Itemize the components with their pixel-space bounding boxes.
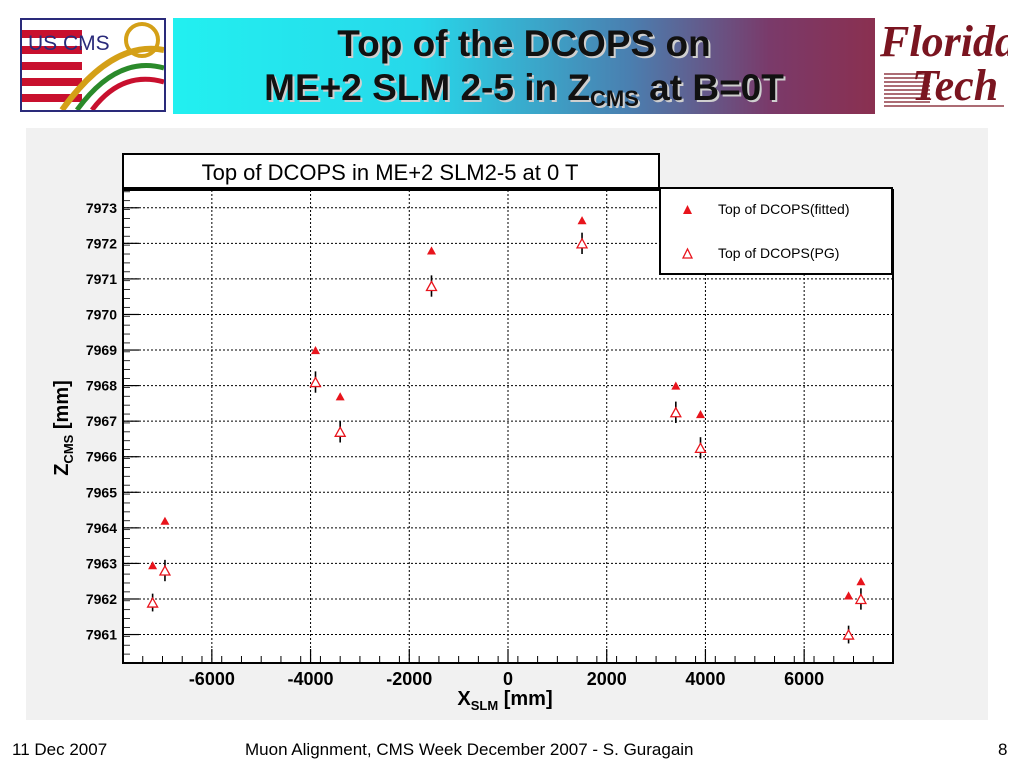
pg-point — [842, 628, 855, 640]
pg-point — [158, 564, 172, 576]
x-tick-label: -4000 — [288, 669, 334, 689]
y-tick-label: 7961 — [86, 627, 117, 643]
fitted-point — [160, 516, 170, 525]
x-tick-label: 2000 — [587, 669, 627, 689]
y-tick-label: 7969 — [86, 342, 117, 358]
y-tick-label: 7968 — [86, 378, 117, 394]
x-axis-label-sub: SLM — [471, 698, 498, 713]
logo-right-line1: Florida — [880, 18, 1008, 66]
y-tick-label: 7964 — [86, 520, 117, 536]
fitted-point — [335, 392, 345, 401]
x-tick-label: -2000 — [386, 669, 432, 689]
uscms-logo: US CMS — [20, 18, 166, 112]
pg-point — [575, 237, 589, 249]
legend-label-fitted: Top of DCOPS(fitted) — [718, 201, 850, 217]
pg-point — [334, 425, 347, 437]
footer-page-number: 8 — [998, 740, 1008, 759]
pg-point — [694, 441, 707, 453]
x-axis-label-unit: [mm] — [498, 688, 552, 710]
x-axis-label: XSLM [mm] — [457, 688, 552, 713]
pg-point — [669, 406, 682, 418]
tick-layer: -6000 -4000 -2000 0 2000 4000 6000 7961 7962 7963… — [86, 191, 894, 689]
uscms-logo-graphic: US CMS — [22, 20, 164, 110]
slide-title-line2: ME+2 SLM 2-5 in ZCMS at B=0T — [173, 66, 875, 121]
title-line2-pre: ME+2 SLM 2-5 in Z — [264, 67, 590, 108]
fitted-point — [577, 216, 587, 225]
legend-box — [659, 187, 893, 275]
slide-title-line1: Top of the DCOPS on — [337, 23, 711, 64]
y-tick-label: 7972 — [86, 235, 117, 251]
y-tick-label: 7973 — [86, 200, 117, 216]
logo-right-line2: Tech — [911, 61, 999, 110]
logo-left-text: US CMS — [28, 32, 110, 55]
title-banner: Top of the DCOPS on ME+2 SLM 2-5 in ZCMS… — [173, 18, 875, 114]
footer-center: Muon Alignment, CMS Week December 2007 -… — [245, 740, 694, 759]
y-tick-label: 7967 — [86, 413, 117, 429]
chart-title-box — [122, 153, 660, 189]
title-line2-sub: CMS — [590, 86, 639, 111]
x-tick-label: 4000 — [685, 669, 725, 689]
fitted-point — [148, 561, 158, 570]
pg-point — [854, 593, 868, 605]
fitted-point — [696, 410, 705, 419]
y-tick-label: 7965 — [86, 484, 117, 500]
y-axis-label-unit: [mm] — [51, 380, 73, 434]
pg-point — [309, 376, 322, 388]
y-tick-label: 7971 — [86, 271, 117, 287]
y-axis-label-main: Z — [51, 464, 73, 476]
y-tick-label: 7962 — [86, 591, 117, 607]
x-tick-label: 0 — [503, 669, 513, 689]
x-tick-label: 6000 — [784, 669, 824, 689]
footer-date: 11 Dec 2007 — [12, 740, 108, 759]
data-layer — [146, 216, 868, 644]
y-tick-label: 7966 — [86, 449, 117, 465]
legend-label-pg: Top of DCOPS(PG) — [718, 245, 839, 261]
y-tick-label: 7970 — [86, 306, 117, 322]
florida-tech-logo: Florida Tech — [880, 18, 1008, 112]
x-tick-label: -6000 — [189, 669, 235, 689]
fitted-point — [671, 381, 681, 390]
x-axis-label-main: X — [457, 688, 471, 710]
fitted-point — [426, 246, 436, 255]
logo-right-stripes — [884, 73, 1004, 107]
y-tick-label: 7963 — [86, 555, 117, 571]
fitted-point — [844, 591, 854, 600]
fitted-point — [311, 345, 320, 355]
pg-point — [425, 280, 438, 292]
legend-marker-pg — [681, 247, 694, 259]
y-axis-label-sub: CMS — [61, 434, 76, 463]
legend-marker-fitted — [683, 205, 692, 214]
chart-title: Top of DCOPS in ME+2 SLM2-5 at 0 T — [202, 160, 579, 185]
title-line2-post: at B=0T — [638, 67, 784, 108]
fitted-point — [856, 577, 866, 586]
y-axis-label: ZCMS [mm] — [51, 380, 76, 476]
pg-point — [146, 596, 159, 608]
slide-title: Top of the DCOPS on ME+2 SLM 2-5 in ZCMS… — [173, 22, 875, 121]
